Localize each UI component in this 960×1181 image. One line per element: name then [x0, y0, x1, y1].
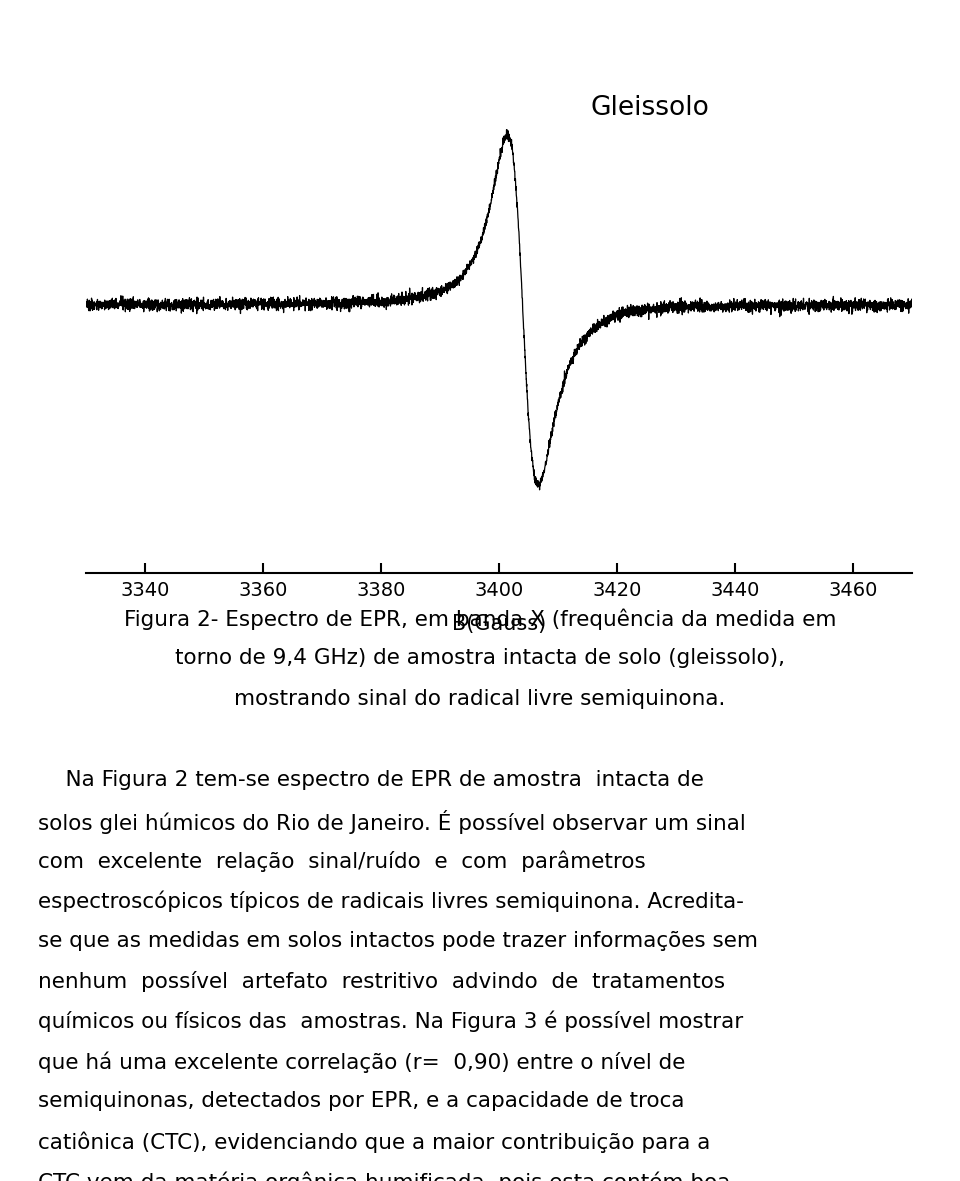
Text: solos glei húmicos do Rio de Janeiro. É possível observar um sinal: solos glei húmicos do Rio de Janeiro. É … — [38, 810, 746, 834]
Text: químicos ou físicos das  amostras. Na Figura 3 é possível mostrar: químicos ou físicos das amostras. Na Fig… — [38, 1011, 744, 1032]
Text: que há uma excelente correlação (r=  0,90) entre o nível de: que há uma excelente correlação (r= 0,90… — [38, 1051, 685, 1072]
Text: Gleissolo: Gleissolo — [590, 94, 708, 120]
Text: semiquinonas, detectados por EPR, e a capacidade de troca: semiquinonas, detectados por EPR, e a ca… — [38, 1091, 684, 1111]
Text: torno de 9,4 GHz) de amostra intacta de solo (gleissolo),: torno de 9,4 GHz) de amostra intacta de … — [175, 648, 785, 668]
Text: CTC vem da matéria orgânica humificada, pois esta contém boa: CTC vem da matéria orgânica humificada, … — [38, 1172, 731, 1181]
X-axis label: B(Gauss): B(Gauss) — [452, 614, 546, 634]
Text: Na Figura 2 tem-se espectro de EPR de amostra  intacta de: Na Figura 2 tem-se espectro de EPR de am… — [38, 770, 705, 790]
Text: nenhum  possível  artefato  restritivo  advindo  de  tratamentos: nenhum possível artefato restritivo advi… — [38, 971, 726, 992]
Text: catiônica (CTC), evidenciando que a maior contribuição para a: catiônica (CTC), evidenciando que a maio… — [38, 1131, 710, 1153]
Text: com  excelente  relação  sinal/ruído  e  com  parâmetros: com excelente relação sinal/ruído e com … — [38, 850, 646, 872]
Text: mostrando sinal do radical livre semiquinona.: mostrando sinal do radical livre semiqui… — [234, 689, 726, 709]
Text: se que as medidas em solos intactos pode trazer informações sem: se que as medidas em solos intactos pode… — [38, 931, 758, 951]
Text: Figura 2- Espectro de EPR, em banda X (frequência da medida em: Figura 2- Espectro de EPR, em banda X (f… — [124, 608, 836, 629]
Text: espectroscópicos típicos de radicais livres semiquinona. Acredita-: espectroscópicos típicos de radicais liv… — [38, 890, 744, 912]
